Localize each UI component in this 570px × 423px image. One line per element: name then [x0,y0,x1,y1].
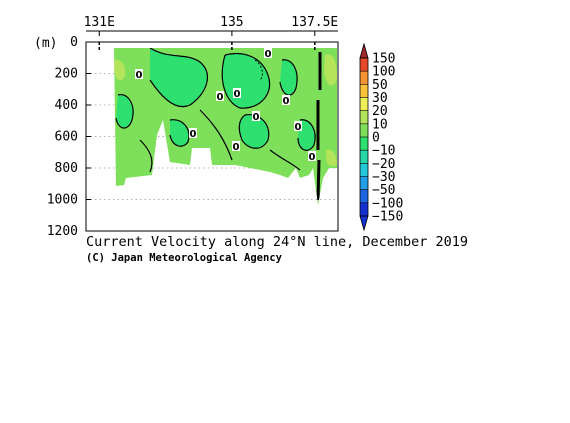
contour-label-bg [232,141,240,151]
contour-dashed-neg [254,59,263,81]
contour-lines [115,48,316,173]
colorbar-segment-m20_m10 [360,150,368,164]
y-tick-label-200: 200 [55,67,78,82]
x-tick-label-131: 131E [84,15,115,30]
contour-label-bg [308,151,316,161]
left-axis: 0 200 400 600 800 1000 1200 [47,35,91,239]
colorbar-label-4: 20 [372,104,388,119]
colorbar-segment-m30_m20 [360,163,368,177]
contour-zero-10 [269,149,301,171]
contour-label-bg [282,95,290,105]
contour-label: 0 [309,152,316,163]
colorbar-label-12: −150 [372,210,403,225]
contour-label: 0 [234,89,241,100]
credit-line: (C) Japan Meteorological Agency [86,252,283,264]
contour-zero-9 [139,139,153,173]
patch-neg-4 [116,94,134,129]
contour-zero-4 [115,94,134,129]
colorbar-top-arrow [359,42,369,59]
colorbar-segment-m50_m30 [360,176,368,191]
colorbar-segment-m10_0 [360,137,368,151]
contour-zero-5 [279,59,298,96]
top-axis: 131E 135 137.5E [84,15,338,50]
colorbar-label-8: −20 [372,157,395,172]
colorbar-segment-below_m150 [360,202,368,217]
colorbar-label-7: −10 [372,144,395,159]
patch-neg-5 [280,59,298,96]
contour-label: 0 [136,70,143,81]
contour-label-bg [189,128,197,138]
contour-label: 0 [283,96,290,107]
strong-current-band [316,52,322,201]
contour-label: 0 [190,129,197,140]
contour-zero-2 [221,53,271,109]
colorbar-segment-m100_m50 [360,189,368,204]
x-tick-label-135: 135 [220,15,243,30]
contour-label: 0 [217,92,224,103]
colorbar-label-3: 30 [372,91,388,106]
colorbar-label-11: −100 [372,196,403,211]
contour-label-bg [233,88,241,98]
colorbar-bottom-arrow [359,215,369,232]
patch-neg-7 [170,119,189,147]
patch-neg-1 [150,48,208,107]
colorbar-label-0: 150 [372,52,395,67]
patch-neg-6 [298,119,316,151]
y-unit-label: (m) [34,36,57,51]
colorbar-segment-30_50 [360,84,368,98]
negative-patches [116,48,316,151]
colorbar-label-5: 10 [372,117,388,132]
contour-zero-3 [238,113,270,149]
patch-pos-1 [114,59,126,81]
colorbar-label-10: −50 [372,183,395,198]
y-tick-label-0: 0 [70,35,78,50]
colorbar-segment-100_150 [360,58,368,72]
colorbar-segment-20_30 [360,97,368,112]
contour-label: 0 [253,112,260,123]
patch-pos-2 [324,54,337,86]
positive-patches [114,54,337,167]
contour-label: 0 [265,49,272,60]
colorbar-segment-0_10 [360,123,368,138]
colorbar-segment-10_20 [360,110,368,125]
colorbar-label-2: 50 [372,78,388,93]
y-tick-label-1000: 1000 [47,193,78,208]
y-tick-label-400: 400 [55,98,78,113]
y-tick-label-800: 800 [55,161,78,176]
contour-label-bg [135,69,143,79]
band-lines [316,52,322,201]
y-tick-label-1200: 1200 [47,224,78,239]
contour-label: 0 [295,122,302,133]
contour-label-bg [294,121,302,131]
colorbar-label-1: 100 [372,65,395,80]
y-tick-label-600: 600 [55,130,78,145]
contour-label-bg [216,91,224,101]
contour-zero-8 [199,109,233,161]
chart-title: Current Velocity along 24°N line, Decemb… [86,234,468,250]
contour-zero-1 [149,48,208,108]
colorbar-segment-50_100 [360,71,368,85]
contour-label: 0 [233,142,240,153]
contour-label-bg [252,111,260,121]
colorbar-label-9: −30 [372,170,395,185]
contour-zero-6 [297,119,316,151]
x-tick-label-137.5: 137.5E [291,15,338,30]
colorbar-label-6: 0 [372,131,380,146]
patch-neg-3 [239,114,269,149]
patch-pos-3 [326,149,337,167]
contour-zero-7 [169,119,190,147]
contour-label-bg [264,48,272,58]
